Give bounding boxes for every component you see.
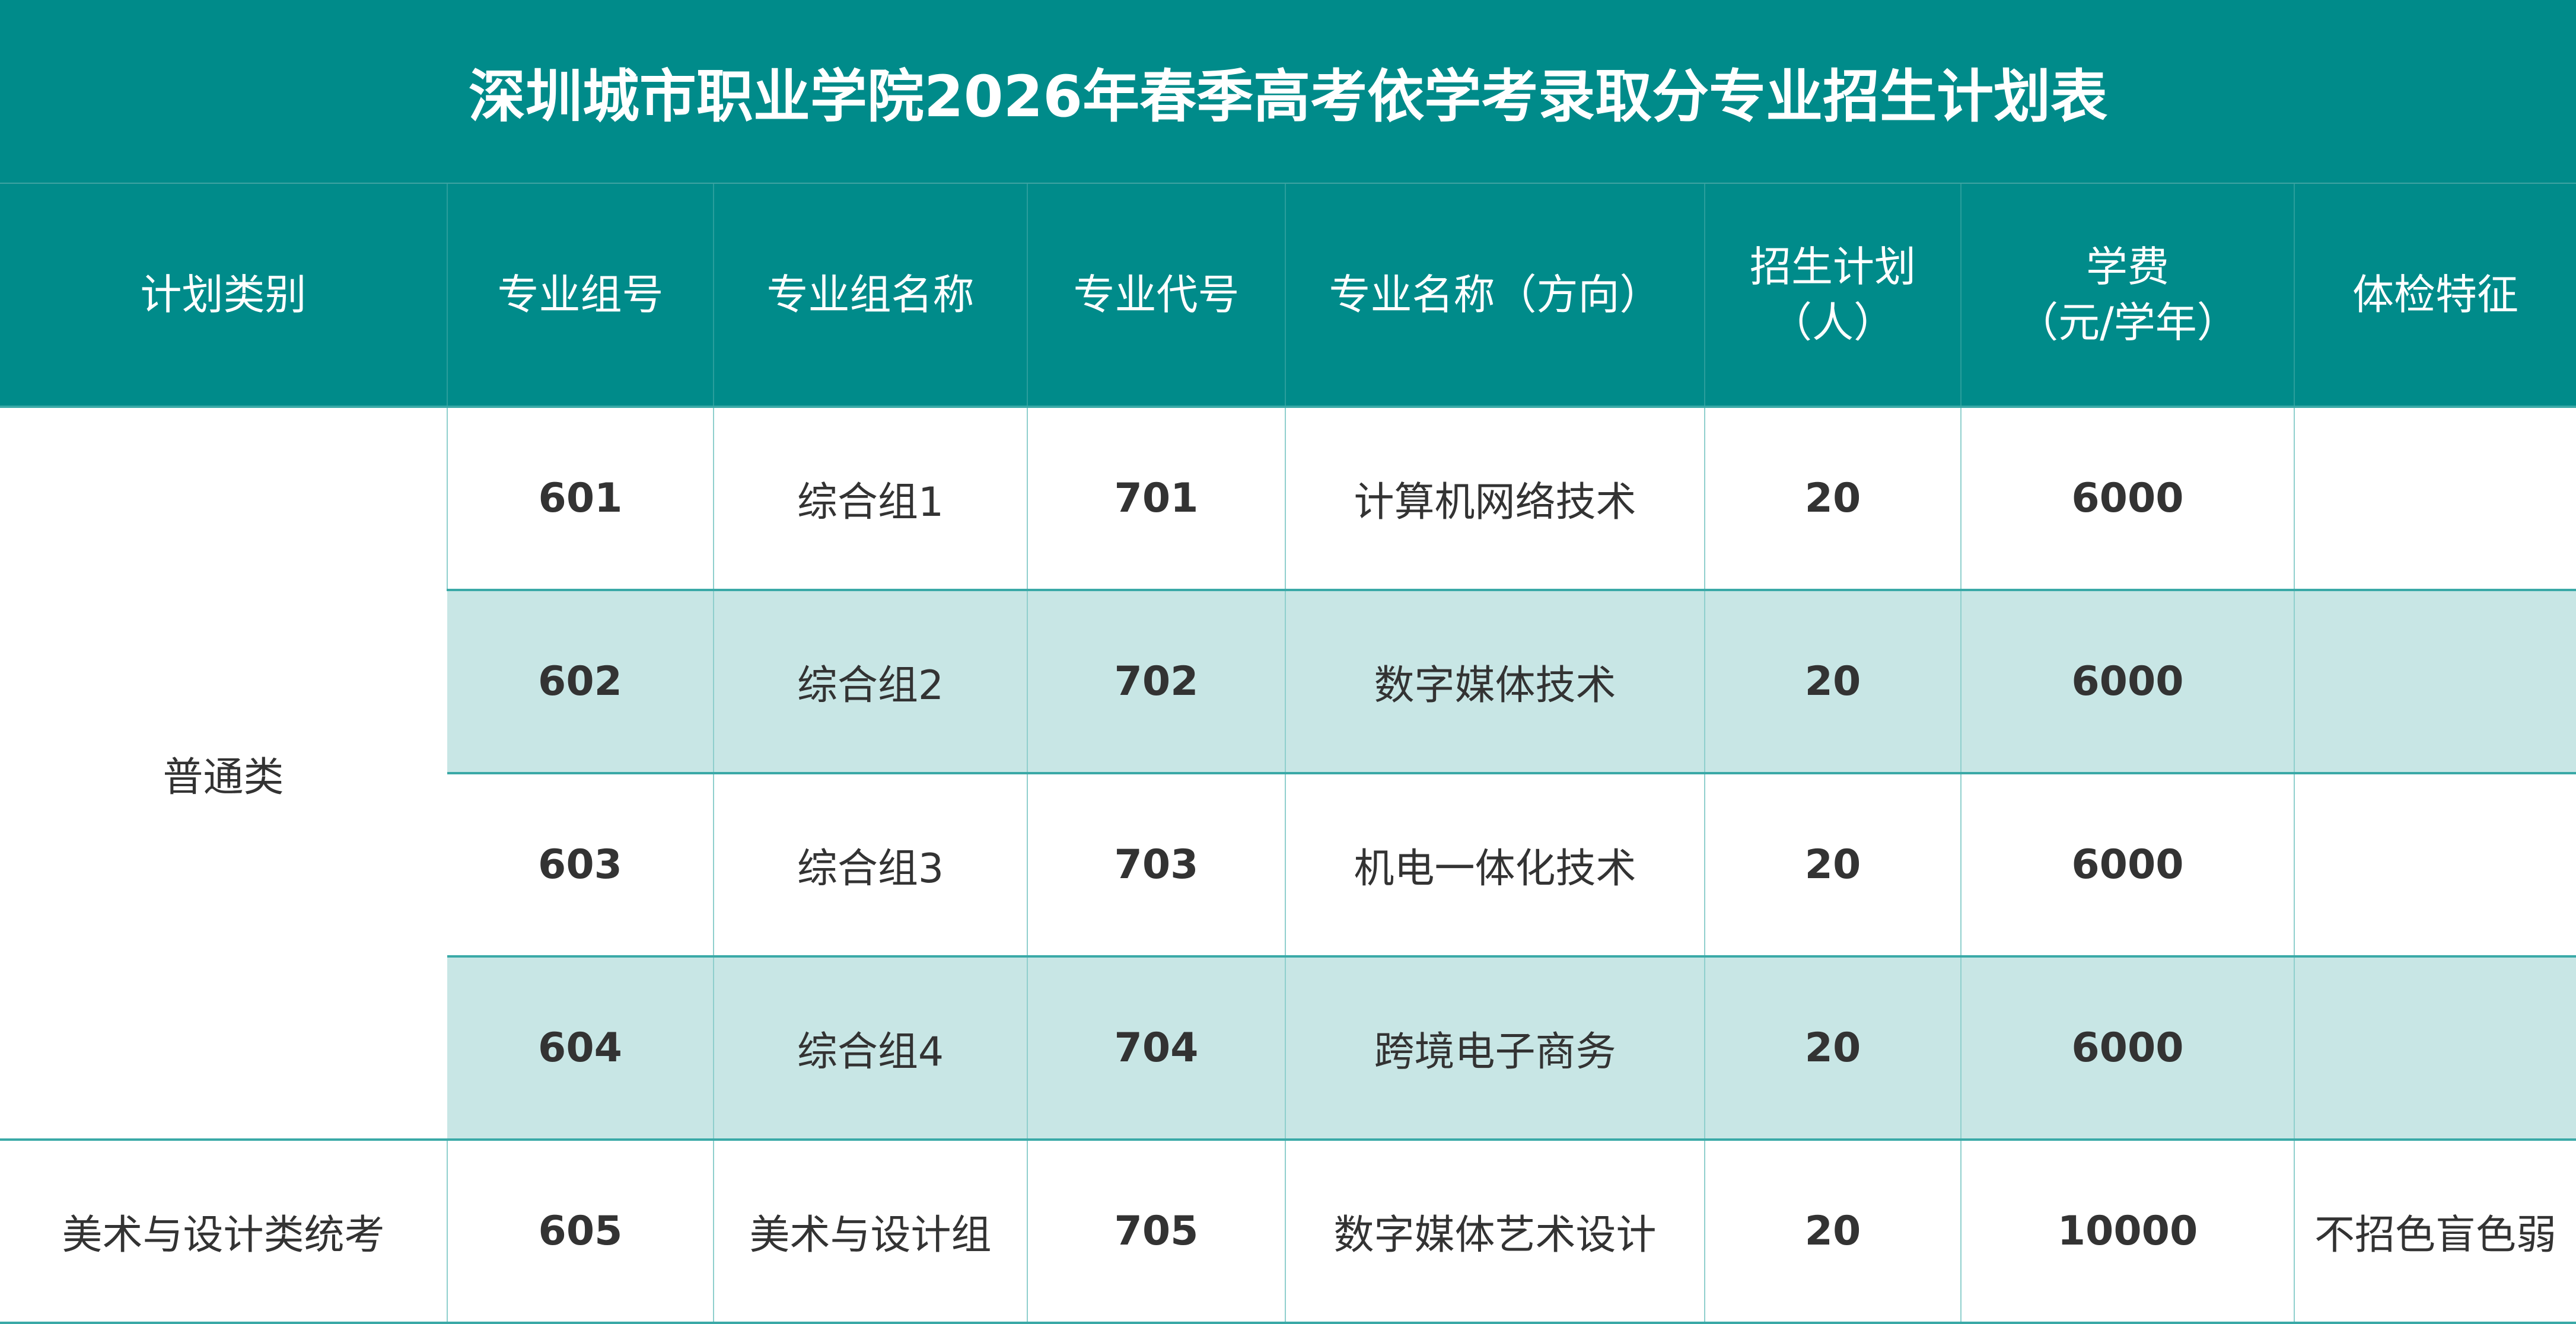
group-no-cell: 601	[447, 406, 714, 590]
plan-cell: 20	[1704, 772, 1961, 956]
page-title: 深圳城市职业学院2026年春季高考依学考录取分专业招生计划表	[0, 0, 2576, 184]
plan-cell: 20	[1704, 955, 1961, 1140]
major-cell: 数字媒体技术	[1285, 589, 1705, 773]
group-no-cell: 603	[447, 772, 714, 956]
health-cell	[2294, 589, 2576, 773]
table-row: 602 综合组2 702 数字媒体技术 20 6000	[0, 589, 2576, 773]
column-header-category: 计划类别	[0, 184, 447, 407]
code-cell: 702	[1027, 589, 1285, 773]
health-cell	[2294, 406, 2576, 590]
code-cell: 701	[1027, 406, 1285, 590]
column-header-group-no: 专业组号	[447, 184, 714, 407]
plan-cell: 20	[1704, 589, 1961, 773]
enrollment-plan-table: 计划类别 专业组号 专业组名称 专业代号 专业名称（方向） 招生计划 （人） 学费 （元/学…	[0, 184, 2576, 1324]
fee-cell: 6000	[1960, 955, 2294, 1140]
column-header-group-name: 专业组名称	[713, 184, 1027, 407]
plan-cell: 20	[1704, 406, 1961, 590]
category-cell: 普通类	[0, 406, 447, 1140]
category-cell: 美术与设计类统考	[0, 1138, 447, 1324]
major-cell: 跨境电子商务	[1285, 955, 1705, 1140]
fee-cell: 6000	[1960, 589, 2294, 773]
health-cell: 不招色盲色弱	[2294, 1138, 2576, 1324]
table-row: 普通类 601 综合组1 701 计算机网络技术 20 6000	[0, 406, 2576, 1140]
table-row: 604 综合组4 704 跨境电子商务 20 6000	[0, 955, 2576, 1140]
column-header-major-code: 专业代号	[1027, 184, 1285, 407]
health-cell	[2294, 772, 2576, 956]
fee-cell: 6000	[1960, 772, 2294, 956]
group-name-cell: 综合组2	[713, 589, 1027, 773]
group-no-cell: 605	[447, 1138, 714, 1324]
code-cell: 705	[1027, 1138, 1285, 1324]
header-row: 计划类别 专业组号 专业组名称 专业代号 专业名称（方向） 招生计划 （人） 学费 （元/学…	[0, 184, 2576, 407]
major-cell: 机电一体化技术	[1285, 772, 1705, 956]
major-cell: 数字媒体艺术设计	[1285, 1138, 1705, 1324]
code-cell: 704	[1027, 955, 1285, 1140]
group-name-cell: 美术与设计组	[713, 1138, 1027, 1324]
column-header-plan-count: 招生计划 （人）	[1704, 184, 1961, 407]
group-no-cell: 602	[447, 589, 714, 773]
column-header-tuition: 学费 （元/学年）	[1960, 184, 2294, 407]
fee-cell: 6000	[1960, 406, 2294, 590]
group-no-cell: 604	[447, 955, 714, 1140]
column-header-major-name: 专业名称（方向）	[1285, 184, 1705, 407]
group-name-cell: 综合组4	[713, 955, 1027, 1140]
table-row: 603 综合组3 703 机电一体化技术 20 6000	[0, 772, 2576, 956]
health-cell	[2294, 955, 2576, 1140]
column-header-health-requirement: 体检特征	[2294, 184, 2576, 407]
group-name-cell: 综合组3	[713, 772, 1027, 956]
major-cell: 计算机网络技术	[1285, 406, 1705, 590]
code-cell: 703	[1027, 772, 1285, 956]
fee-cell: 10000	[1960, 1138, 2294, 1324]
group-name-cell: 综合组1	[713, 406, 1027, 590]
table-row: 美术与设计类统考 605 美术与设计组 705 数字媒体艺术设计 20 10000 不招色盲色…	[0, 1138, 2576, 1324]
plan-cell: 20	[1704, 1138, 1961, 1324]
